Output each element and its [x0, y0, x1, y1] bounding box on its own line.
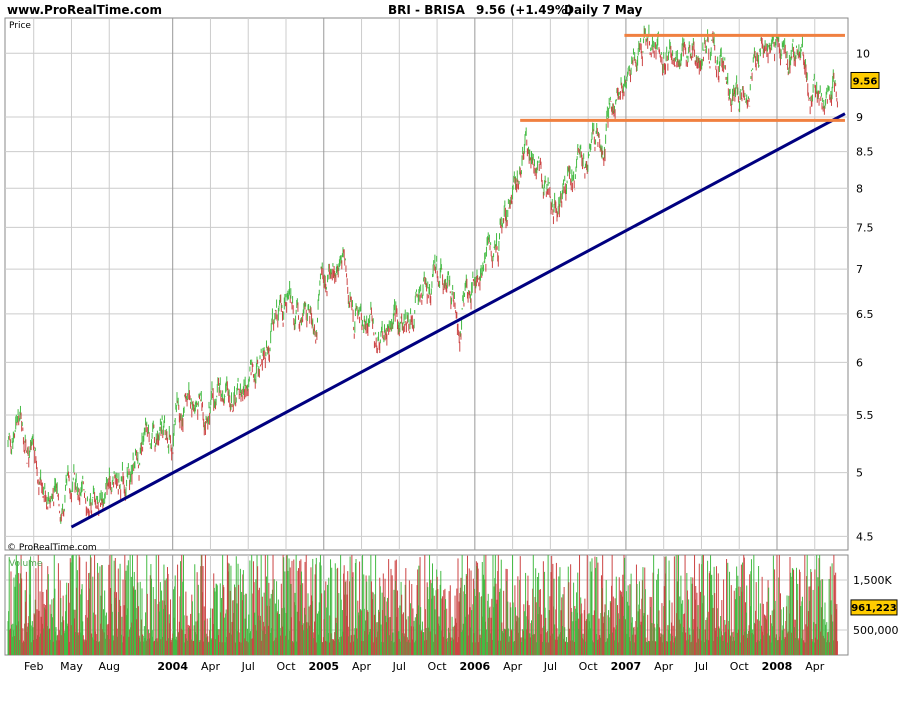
x-tick-label: Jul [543, 660, 557, 673]
volume-tick-label: 500,000 [853, 624, 899, 637]
y-tick-label: 7.5 [856, 221, 874, 234]
last-price-badge-text: 9.56 [853, 76, 878, 87]
x-tick-label: 2006 [460, 660, 491, 673]
support-trend-line [70, 112, 846, 529]
x-tick-label: Oct [428, 660, 448, 673]
volume-tick-label: 1,500K [853, 574, 892, 587]
volume-axis: 1,500K 500,000 [853, 574, 899, 637]
volume-panel-label: Volume [9, 559, 43, 569]
x-tick-label: 2008 [762, 660, 793, 673]
symbol-label: BRI - BRISA [388, 3, 466, 17]
y-tick-label: 8.5 [856, 146, 874, 159]
x-tick-label: Oct [276, 660, 296, 673]
x-tick-label: May [60, 660, 83, 673]
volume-bars [7, 555, 838, 655]
x-tick-label: Jul [694, 660, 708, 673]
x-tick-label: Apr [352, 660, 372, 673]
site-title: www.ProRealTime.com [7, 3, 162, 17]
y-tick-label: 6.5 [856, 308, 874, 321]
x-tick-label: 2007 [611, 660, 642, 673]
x-tick-label: Apr [805, 660, 825, 673]
y-tick-label: 10 [856, 47, 870, 60]
price-panel-label: Price [9, 21, 31, 31]
x-tick-label: Apr [654, 660, 674, 673]
x-tick-label: Jul [241, 660, 255, 673]
price-axis: 4.5 5 5.5 6 6.5 7 7.5 8 8.5 9 10 [856, 47, 874, 543]
y-tick-label: 7 [856, 263, 863, 276]
x-tick-label: Oct [579, 660, 599, 673]
x-tick-label: 2005 [308, 660, 339, 673]
y-tick-label: 5 [856, 467, 863, 480]
y-tick-label: 5.5 [856, 409, 874, 422]
period-label: Daily 7 May [564, 3, 642, 17]
copyright-label: © ProRealTime.com [7, 543, 97, 553]
last-volume-badge-text: 961,223 [851, 603, 897, 614]
x-tick-label: Apr [201, 660, 221, 673]
x-tick-label: Jul [392, 660, 406, 673]
last-price-badge [850, 71, 880, 89]
time-axis: Feb May Aug 2004 Apr Jul Oct 2005 Apr Jul Oct 2006 A… [24, 660, 825, 673]
x-tick-label: Feb [24, 660, 43, 673]
trend-lines [70, 33, 846, 529]
price-panel [4, 17, 849, 551]
last-volume-badge [850, 599, 898, 616]
x-tick-label: Aug [98, 660, 119, 673]
x-tick-label: 2004 [157, 660, 188, 673]
x-tick-label: Oct [730, 660, 750, 673]
y-tick-label: 4.5 [856, 530, 874, 543]
last-price-label: 9.56 (+1.49%) [476, 3, 572, 17]
x-tick-label: Apr [503, 660, 523, 673]
y-tick-label: 8 [856, 182, 863, 195]
y-tick-label: 6 [856, 356, 863, 369]
y-tick-label: 9 [856, 111, 863, 124]
